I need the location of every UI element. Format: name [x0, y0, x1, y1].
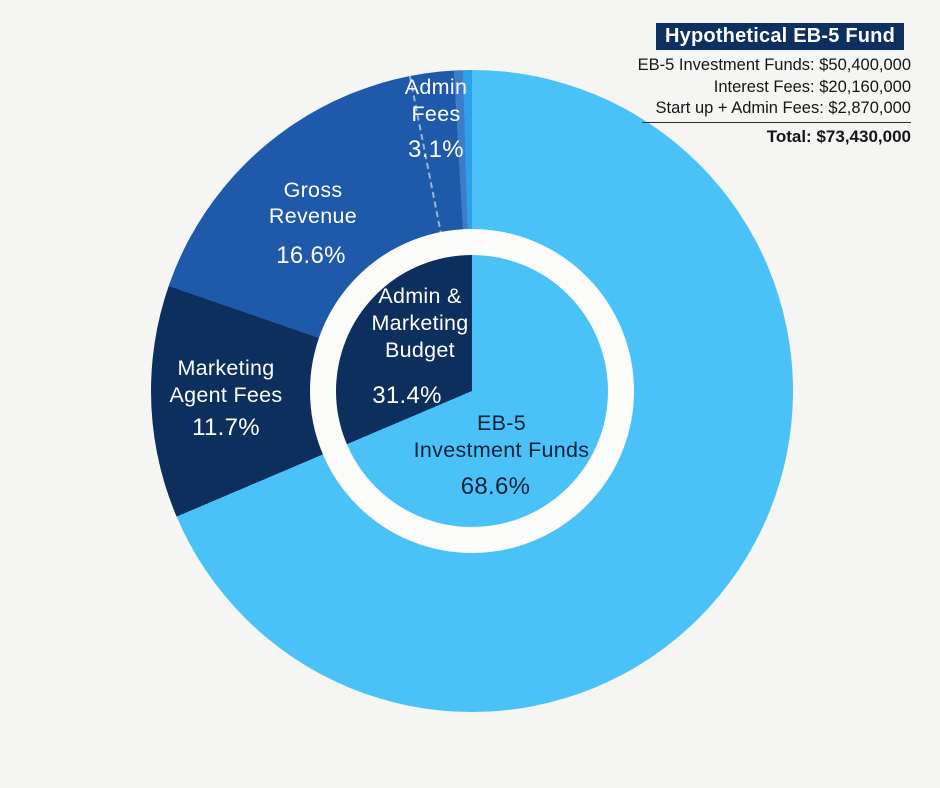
- label-gross-revenue: Gross Revenue: [238, 177, 388, 229]
- label-line: Revenue: [268, 204, 358, 228]
- summary-row: Interest Fees: $20,160,000: [629, 77, 911, 99]
- summary-value: $20,160,000: [819, 77, 911, 96]
- label-line: Budget: [385, 338, 455, 362]
- total-label: Total:: [766, 126, 812, 146]
- summary-row: EB-5 Investment Funds: $50,400,000: [629, 55, 911, 77]
- label-eb5-investment-funds: EB-5 Investment Funds: [404, 410, 599, 464]
- value-admin-marketing-budget: 31.4%: [372, 382, 442, 409]
- label-admin-marketing-budget: Admin & Marketing Budget: [355, 283, 485, 364]
- summary-label: Interest Fees:: [713, 77, 815, 96]
- summary-panel: EB-5 Investment Funds: $50,400,000 Inter…: [629, 55, 911, 147]
- label-line: Marketing: [177, 356, 275, 380]
- label-line: Investment Funds: [413, 438, 590, 462]
- label-admin-fees: Admin Fees: [374, 74, 498, 128]
- summary-value: $2,870,000: [828, 99, 911, 117]
- label-line: Marketing: [371, 311, 469, 335]
- value-admin-fees: 3.1%: [408, 136, 464, 163]
- value-eb5-investment-funds: 68.6%: [460, 473, 531, 500]
- label-line: Admin &: [378, 284, 462, 308]
- summary-row: Start up + Admin Fees: $2,870,000: [629, 98, 911, 120]
- label-marketing-agent-fees: Marketing Agent Fees: [146, 355, 306, 409]
- summary-label: Start up + Admin Fees:: [655, 99, 824, 117]
- label-line: EB-5: [477, 411, 526, 435]
- summary-divider: [642, 121, 911, 123]
- summary-value: $50,400,000: [819, 56, 911, 74]
- value-marketing-agent-fees: 11.7%: [192, 414, 260, 441]
- total-value: $73,430,000: [816, 126, 911, 146]
- label-line: Admin: [404, 75, 468, 99]
- label-line: Fees: [411, 102, 461, 126]
- summary-total: Total: $73,430,000: [629, 126, 911, 148]
- label-line: Gross: [283, 178, 343, 202]
- value-gross-revenue: 16.6%: [276, 242, 346, 269]
- panel-title: Hypothetical EB-5 Fund: [656, 23, 904, 50]
- summary-label: EB-5 Investment Funds:: [637, 56, 815, 74]
- label-line: Agent Fees: [169, 383, 283, 407]
